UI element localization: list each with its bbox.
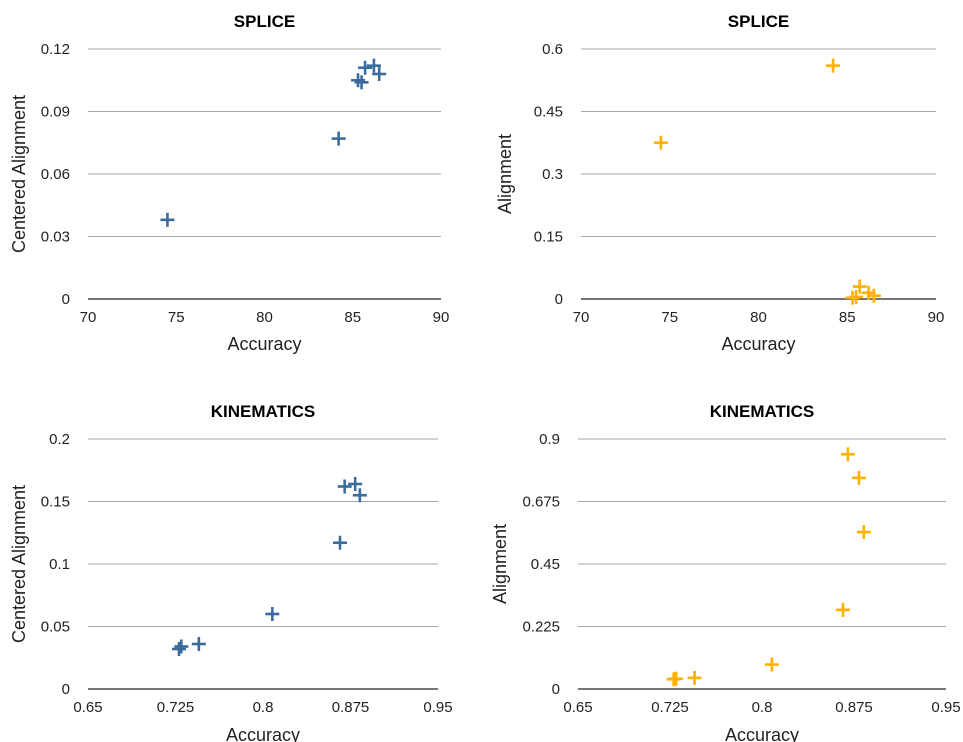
x-tick-label: 70 bbox=[573, 309, 590, 326]
x-tick-label: 85 bbox=[839, 309, 856, 326]
chart-splice-alignment: SPLICE 0 0.15 0.3 0.45 0.6 70 75 80 85 90 Accuracy A… bbox=[481, 0, 963, 371]
data-point bbox=[333, 535, 347, 550]
y-tick-label: 0.6 bbox=[542, 41, 563, 58]
data-point bbox=[856, 525, 871, 540]
chart-title: SPLICE bbox=[234, 12, 295, 31]
y-axis-label: Centered Alignment bbox=[9, 95, 29, 253]
x-tick-label: 0.65 bbox=[563, 699, 592, 716]
data-point bbox=[352, 488, 367, 503]
data-point bbox=[852, 279, 867, 294]
x-tick-label: 0.65 bbox=[73, 699, 102, 716]
data-point bbox=[358, 60, 373, 75]
data-point bbox=[351, 73, 366, 88]
data-point bbox=[835, 602, 850, 617]
x-tick-label: 0.875 bbox=[835, 699, 873, 716]
data-point bbox=[348, 477, 363, 491]
data-point bbox=[172, 642, 186, 656]
chart-kinematics-centered: KINEMATICS 0 0.05 0.1 0.15 0.2 0.65 0.725 0.8 0.8… bbox=[0, 371, 481, 742]
y-tick-label: 0 bbox=[62, 681, 70, 698]
y-tick-label: 0.05 bbox=[41, 619, 70, 636]
y-tick-label: 0.45 bbox=[531, 556, 560, 573]
y-tick-label: 0 bbox=[555, 291, 563, 308]
chart-svg: SPLICE 0 0.15 0.3 0.45 0.6 70 75 80 85 90 Accuracy A… bbox=[495, 12, 945, 354]
y-axis-label: Alignment bbox=[490, 524, 510, 604]
data-point bbox=[840, 447, 855, 462]
data-point bbox=[174, 639, 189, 654]
x-tick-label: 0.95 bbox=[931, 699, 960, 716]
x-tick-label: 0.8 bbox=[253, 699, 274, 716]
chart-title: SPLICE bbox=[728, 12, 789, 31]
y-tick-label: 0.09 bbox=[41, 104, 70, 121]
x-tick-label: 0.95 bbox=[423, 699, 452, 716]
data-point bbox=[849, 289, 864, 304]
chart-svg: KINEMATICS 0 0.05 0.1 0.15 0.2 0.65 0.725 0.8 0.8… bbox=[9, 402, 453, 742]
data-point bbox=[851, 470, 866, 485]
y-tick-label: 0 bbox=[552, 681, 560, 698]
x-tick-label: 0.725 bbox=[651, 699, 689, 716]
x-tick-label: 80 bbox=[750, 309, 767, 326]
data-point bbox=[354, 75, 369, 90]
data-point bbox=[764, 657, 779, 672]
chart-kinematics-alignment: KINEMATICS 0 0.225 0.45 0.675 0.9 0.65 0.725 0.8… bbox=[481, 371, 963, 742]
y-axis-label: Alignment bbox=[495, 134, 515, 214]
y-tick-label: 0.9 bbox=[539, 431, 560, 448]
y-axis-label: Centered Alignment bbox=[9, 485, 29, 643]
chart-title: KINEMATICS bbox=[710, 402, 815, 421]
data-point bbox=[366, 58, 381, 73]
data-point bbox=[687, 670, 702, 685]
x-tick-label: 90 bbox=[928, 309, 945, 326]
data-point bbox=[372, 67, 387, 81]
data-point bbox=[866, 288, 881, 303]
data-point bbox=[653, 135, 668, 150]
data-point bbox=[669, 671, 684, 686]
y-tick-label: 0.15 bbox=[534, 229, 563, 246]
y-tick-label: 0.3 bbox=[542, 166, 563, 183]
data-point bbox=[265, 607, 280, 621]
chart-title: KINEMATICS bbox=[211, 402, 316, 421]
x-axis-label: Accuracy bbox=[725, 725, 799, 742]
x-tick-label: 0.8 bbox=[752, 699, 773, 716]
data-point bbox=[826, 58, 841, 73]
y-tick-label: 0 bbox=[62, 291, 70, 308]
data-point bbox=[331, 131, 346, 146]
x-tick-label: 75 bbox=[168, 309, 185, 326]
data-point bbox=[191, 637, 206, 651]
x-tick-label: 0.875 bbox=[332, 699, 370, 716]
y-tick-label: 0.12 bbox=[41, 41, 70, 58]
chart-svg: SPLICE 0 0.03 0.06 0.09 0.12 70 75 80 85 90 Accurac… bbox=[9, 12, 450, 354]
y-tick-label: 0.225 bbox=[522, 619, 560, 636]
y-tick-label: 0.03 bbox=[41, 229, 70, 246]
x-axis-label: Accuracy bbox=[227, 334, 301, 354]
y-tick-label: 0.15 bbox=[41, 494, 70, 511]
x-tick-label: 0.725 bbox=[157, 699, 195, 716]
y-tick-label: 0.45 bbox=[534, 104, 563, 121]
y-tick-label: 0.1 bbox=[49, 556, 70, 573]
x-tick-label: 80 bbox=[256, 309, 273, 326]
data-point bbox=[337, 479, 352, 494]
x-tick-label: 75 bbox=[661, 309, 678, 326]
x-tick-label: 90 bbox=[433, 309, 450, 326]
data-point bbox=[160, 212, 175, 227]
y-tick-label: 0.2 bbox=[49, 431, 70, 448]
x-tick-label: 85 bbox=[344, 309, 361, 326]
y-tick-label: 0.06 bbox=[41, 166, 70, 183]
x-axis-label: Accuracy bbox=[226, 725, 300, 742]
y-tick-label: 0.675 bbox=[522, 494, 560, 511]
x-axis-label: Accuracy bbox=[721, 334, 795, 354]
chart-svg: KINEMATICS 0 0.225 0.45 0.675 0.9 0.65 0.725 0.8… bbox=[490, 402, 961, 742]
x-tick-label: 70 bbox=[80, 309, 97, 326]
chart-splice-centered: SPLICE 0 0.03 0.06 0.09 0.12 70 75 80 85 90 Accurac… bbox=[0, 0, 481, 371]
